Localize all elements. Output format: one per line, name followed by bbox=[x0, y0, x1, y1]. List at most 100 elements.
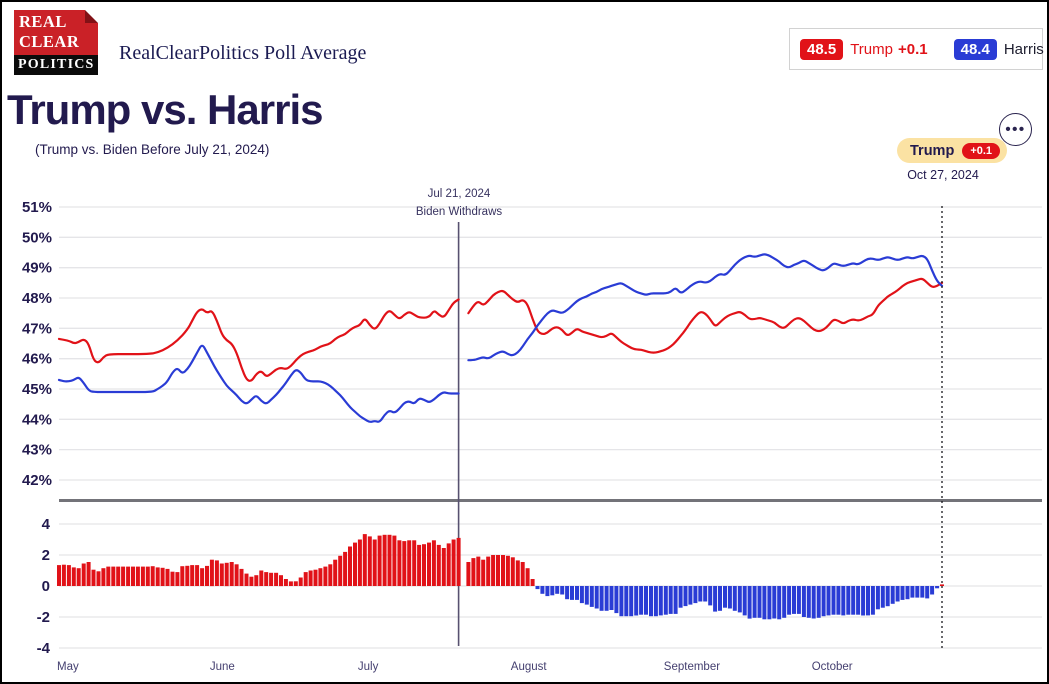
rcp-logo[interactable]: REAL CLEAR POLITICS bbox=[14, 10, 98, 75]
spread-bar bbox=[624, 586, 629, 617]
spread-bar bbox=[698, 586, 703, 602]
spread-bar bbox=[900, 586, 905, 600]
trump-legend-lead: +0.1 bbox=[897, 40, 928, 58]
spread-bar bbox=[244, 573, 249, 586]
pct-axis-label: 42% bbox=[22, 472, 52, 489]
harris-score-badge[interactable]: 48.4 bbox=[953, 38, 997, 60]
spread-bar bbox=[737, 586, 742, 613]
spread-bar bbox=[200, 568, 205, 586]
spread-bar bbox=[565, 586, 570, 600]
spread-bar bbox=[145, 566, 150, 586]
spread-bar bbox=[935, 586, 940, 589]
chart-menu-button[interactable]: ••• bbox=[999, 113, 1032, 146]
spread-bar bbox=[121, 566, 126, 586]
spread-bar bbox=[629, 586, 634, 617]
spread-bar bbox=[481, 559, 486, 587]
spread-bar bbox=[723, 586, 727, 608]
spread-bar bbox=[402, 541, 407, 587]
spread-bar bbox=[841, 586, 846, 616]
spread-bar bbox=[792, 586, 796, 614]
header-title: RealClearPolitics Poll Average bbox=[119, 42, 367, 64]
spread-bar bbox=[254, 575, 259, 587]
spread-bar bbox=[293, 581, 298, 586]
spread-bar bbox=[431, 540, 436, 586]
spread-bar bbox=[579, 586, 584, 604]
month-label: July bbox=[358, 661, 379, 673]
trump-line bbox=[467, 277, 944, 354]
spread-bar bbox=[76, 568, 81, 586]
spread-bar bbox=[910, 586, 915, 598]
spread-bar bbox=[185, 565, 190, 586]
spread-axis-label: 0 bbox=[42, 578, 50, 595]
spread-bar bbox=[609, 586, 614, 610]
spread-bar bbox=[560, 586, 565, 595]
spread-axis-label: -4 bbox=[37, 640, 51, 657]
spread-bar bbox=[274, 572, 279, 586]
annotation-event: Biden Withdraws bbox=[415, 206, 503, 218]
spread-bar bbox=[875, 586, 880, 610]
spread-bar bbox=[703, 586, 708, 602]
spread-bar bbox=[303, 572, 308, 587]
spread-bar bbox=[318, 568, 323, 586]
spread-bar bbox=[348, 546, 352, 586]
spread-bar bbox=[61, 564, 66, 586]
spread-bar bbox=[742, 586, 747, 616]
spread-bar bbox=[205, 565, 209, 586]
page-title: Trump vs. Harris bbox=[7, 86, 323, 133]
pct-axis-label: 48% bbox=[22, 290, 52, 307]
spread-bar bbox=[787, 586, 792, 615]
spread-bar bbox=[229, 562, 234, 586]
spread-bar bbox=[866, 586, 870, 616]
spread-bar bbox=[249, 576, 254, 586]
spread-bar bbox=[806, 586, 811, 618]
spread-bar bbox=[653, 586, 658, 617]
spread-bar bbox=[846, 586, 851, 615]
spread-bar bbox=[515, 560, 520, 586]
spread-bar bbox=[328, 564, 333, 586]
spread-bar bbox=[175, 572, 180, 586]
harris-legend-label[interactable]: Harris bbox=[1003, 40, 1044, 58]
spread-bar bbox=[471, 558, 476, 586]
spread-bar bbox=[584, 586, 589, 605]
trump-legend-label[interactable]: Trump bbox=[850, 40, 893, 58]
spread-bar bbox=[126, 566, 131, 586]
spread-bar bbox=[530, 579, 535, 586]
spread-bar bbox=[811, 586, 816, 619]
spread-bar bbox=[323, 566, 328, 586]
spread-bar bbox=[535, 586, 540, 590]
spread-bar bbox=[851, 586, 856, 615]
spread-bar bbox=[338, 555, 343, 586]
spread-bar bbox=[831, 586, 836, 615]
spread-bar bbox=[594, 586, 599, 609]
leader-status-badge: Trump +0.1 bbox=[897, 138, 1008, 163]
spread-bar bbox=[81, 563, 86, 586]
spread-bar bbox=[589, 586, 594, 607]
spread-bar bbox=[920, 586, 925, 598]
spread-bar bbox=[668, 586, 673, 614]
spread-bar bbox=[510, 557, 515, 586]
spread-bar bbox=[614, 586, 619, 614]
spread-bar bbox=[170, 571, 175, 586]
spread-bar bbox=[718, 586, 722, 611]
spread-bar bbox=[372, 539, 377, 586]
poll-average-legend: 48.5 Trump +0.1 48.4 Harris bbox=[789, 28, 1044, 70]
spread-bar bbox=[604, 586, 609, 611]
spread-bar bbox=[264, 572, 269, 586]
spread-bar bbox=[283, 579, 288, 586]
ellipsis-icon: ••• bbox=[1005, 121, 1026, 138]
spread-bar bbox=[688, 586, 693, 605]
spread-bar bbox=[713, 586, 718, 612]
spread-bar bbox=[747, 586, 752, 619]
spread-bar bbox=[777, 586, 782, 620]
spread-bar bbox=[501, 555, 505, 586]
harris-line bbox=[467, 253, 944, 362]
spread-bar bbox=[550, 586, 555, 596]
trump-score-badge[interactable]: 48.5 bbox=[800, 38, 844, 60]
spread-bar bbox=[649, 586, 653, 617]
pct-axis-label: 51% bbox=[22, 199, 52, 216]
spread-bar bbox=[555, 586, 560, 594]
spread-bar bbox=[895, 586, 900, 602]
spread-bar bbox=[925, 586, 930, 599]
spread-axis-label: 2 bbox=[42, 547, 50, 564]
spread-bar bbox=[190, 565, 195, 586]
